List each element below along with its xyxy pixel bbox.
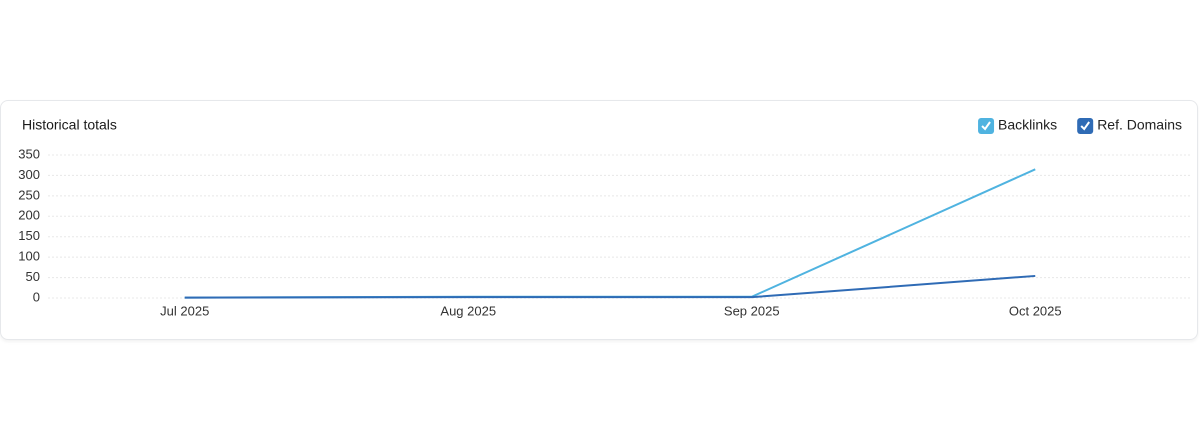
x-tick-label: Aug 2025 [440,303,496,318]
legend-check [1080,121,1091,131]
x-tick-label: Jul 2025 [160,303,209,318]
legend-label: Ref. Domains [1097,117,1182,133]
x-tick-label: Sep 2025 [724,303,780,318]
y-tick-label: 200 [18,208,40,223]
x-tick-label: Oct 2025 [1009,303,1062,318]
legend-item[interactable]: Ref. Domains [1077,117,1182,134]
chart-card [0,100,1198,340]
y-tick-label: 350 [18,146,40,161]
series-line [184,274,1036,299]
y-tick-label: 300 [18,167,40,182]
legend-check [981,121,991,131]
legend-label: Backlinks [998,117,1057,133]
y-tick-label: 150 [18,228,40,243]
y-tick-label: 250 [18,187,40,202]
series-line [184,168,1036,299]
y-tick-label: 100 [18,249,40,264]
chart-title: Historical totals [22,117,117,133]
y-tick-label: 50 [26,269,40,284]
y-tick-label: 0 [33,289,40,304]
legend-item[interactable]: Backlinks [978,117,1057,134]
